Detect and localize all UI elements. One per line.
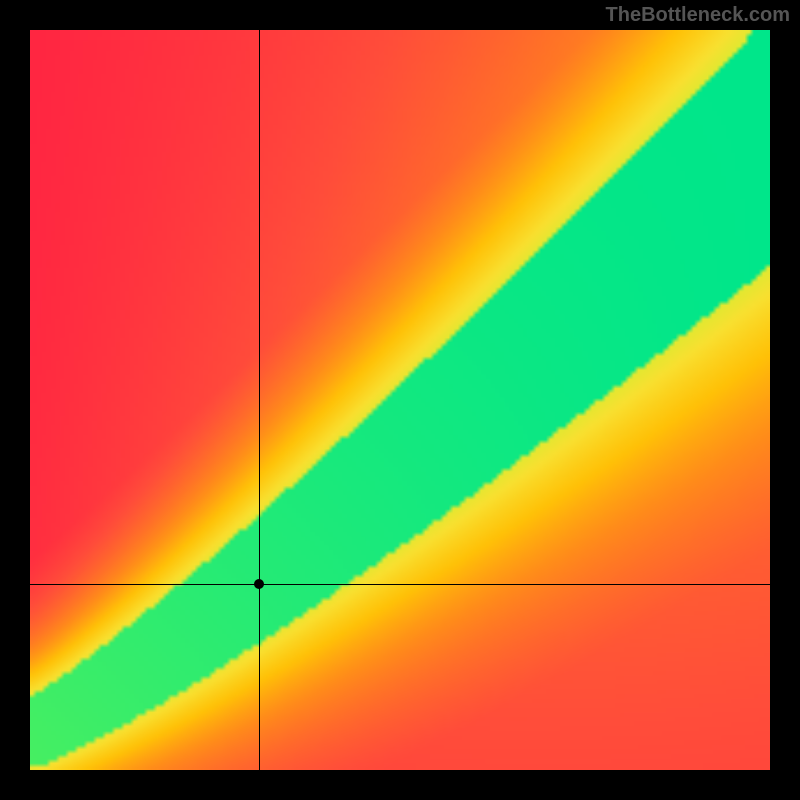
heatmap-canvas: [30, 30, 770, 770]
watermark-text: TheBottleneck.com: [606, 4, 790, 27]
heatmap-plot: [30, 30, 770, 770]
crosshair-marker: [254, 579, 264, 589]
crosshair-horizontal: [30, 584, 770, 585]
crosshair-vertical: [259, 30, 260, 770]
